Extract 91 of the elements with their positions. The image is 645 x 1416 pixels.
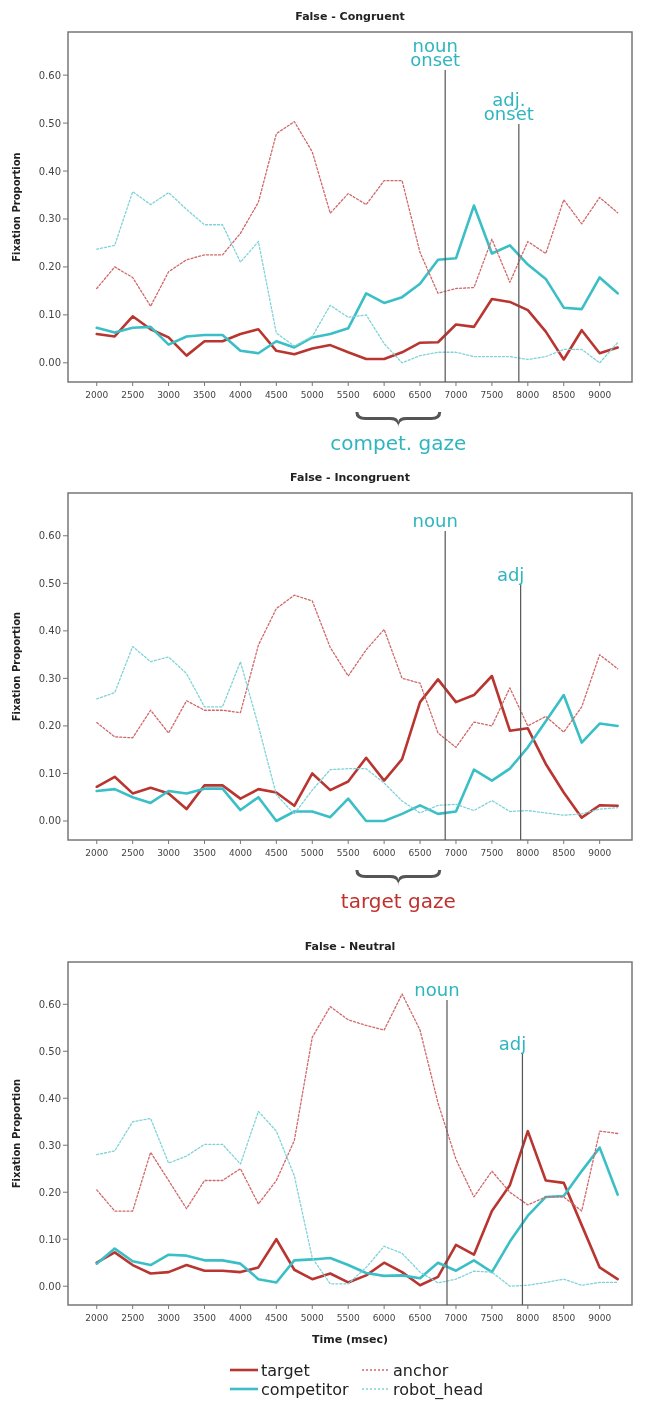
line-series [95,693,619,823]
y-tick-label: 0.40 [38,165,61,177]
x-tick-label: 6500 [408,848,432,858]
x-tick-label: 6000 [372,390,396,400]
y-tick-label: 0.10 [38,1233,61,1245]
legend-label: competitor [261,1380,349,1399]
x-tick-label: 5000 [300,1313,325,1323]
y-tick-label: 0.30 [38,1139,61,1151]
line-series [95,297,619,361]
x-tick-label: 6500 [408,390,432,400]
y-tick-label: 0.60 [38,530,61,542]
chart-title: False - Neutral [304,940,396,953]
y-tick-label: 0.60 [38,998,61,1010]
x-tick-label: 8000 [516,848,540,858]
y-tick-label: 0.50 [38,117,61,129]
x-tick-label: 2000 [85,848,109,858]
x-tick-label: 3000 [157,390,181,400]
x-tick-label: 8000 [516,390,540,400]
x-tick-label: 8500 [552,848,576,858]
y-tick-label: 0.40 [38,1092,61,1104]
y-tick-label: 0.30 [38,213,61,225]
line-series [96,645,619,816]
line-series [96,594,619,748]
ref-line-label: noun onset [410,35,461,70]
chart-title: False - Incongruent [290,471,410,484]
x-tick-label: 5500 [336,848,360,858]
y-tick-label: 0.20 [38,1186,61,1198]
y-tick-label: 0.10 [38,309,61,321]
x-tick-label: 9000 [588,390,612,400]
y-axis-title: Fixation Proportion [11,611,22,722]
x-tick-label: 5500 [336,390,360,400]
text: compet. gaze [330,431,467,455]
x-tick-label: 3500 [193,848,217,858]
x-tick-label: 6000 [372,1313,396,1323]
x-tick-label: 7500 [480,1313,504,1323]
x-tick-label: 3000 [157,848,181,858]
y-tick-label: 0.40 [38,625,61,637]
x-tick-label: 9000 [588,1313,612,1323]
x-tick-label: 4500 [264,390,289,400]
y-tick-label: 0.10 [38,767,61,779]
x-tick-label: 7000 [444,1313,468,1323]
x-tick-label: 2000 [85,390,109,400]
x-tick-label: 8500 [552,1313,576,1323]
y-tick-label: 0.50 [38,577,61,589]
x-tick-label: 7000 [444,390,468,400]
y-tick-label: 0.50 [38,1045,61,1057]
x-tick-label: 9000 [588,848,612,858]
x-tick-label: 8500 [552,390,576,400]
legend-label: robot_head [393,1380,484,1400]
x-tick-label: 3500 [193,390,217,400]
text: target gaze [340,889,456,913]
y-tick-label: 0.00 [38,357,61,369]
chart-title: False - Congruent [295,10,405,23]
x-tick-label: 5000 [300,390,325,400]
line-series [96,121,619,307]
y-tick-label: 0.20 [38,720,61,732]
x-tick-label: 2500 [121,390,145,400]
x-tick-label: 4000 [228,1313,253,1323]
x-tick-label: 2500 [121,848,145,858]
y-tick-label: 0.60 [38,69,61,81]
y-tick-label: 0.30 [38,672,61,684]
legend-label: target [261,1361,310,1380]
ref-line-label: adj [496,564,525,585]
y-tick-label: 0.00 [38,815,61,827]
x-tick-label: 4000 [228,848,253,858]
ref-line-label: noun [414,979,460,1000]
legend-label: anchor [393,1361,449,1380]
y-tick-label: 0.20 [38,261,61,273]
x-tick-label: 5500 [336,1313,360,1323]
x-tick-label: 3000 [157,1313,181,1323]
x-tick-label: 4000 [228,390,253,400]
line-series [95,674,619,819]
x-tick-label: 4500 [264,1313,289,1323]
ref-line-label: adj. onset [483,89,534,124]
x-tick-label: 3500 [193,1313,217,1323]
x-tick-label: 6500 [408,1313,432,1323]
y-tick-label: 0.00 [38,1280,61,1292]
ref-line-label: noun [412,510,458,531]
y-axis-title: Fixation Proportion [11,1078,22,1189]
x-tick-label: 7500 [480,848,504,858]
x-tick-label: 6000 [372,848,396,858]
x-tick-label: 4500 [264,848,289,858]
x-axis-title: Time (msec) [311,1333,389,1346]
x-tick-label: 2500 [121,1313,145,1323]
x-tick-label: 2000 [85,1313,109,1323]
x-tick-label: 7000 [444,848,468,858]
y-axis-title: Fixation Proportion [11,152,22,262]
ref-line-label: adj [498,1033,527,1054]
x-tick-label: 7500 [480,390,504,400]
x-tick-label: 8000 [516,1313,540,1323]
x-tick-label: 5000 [300,848,325,858]
